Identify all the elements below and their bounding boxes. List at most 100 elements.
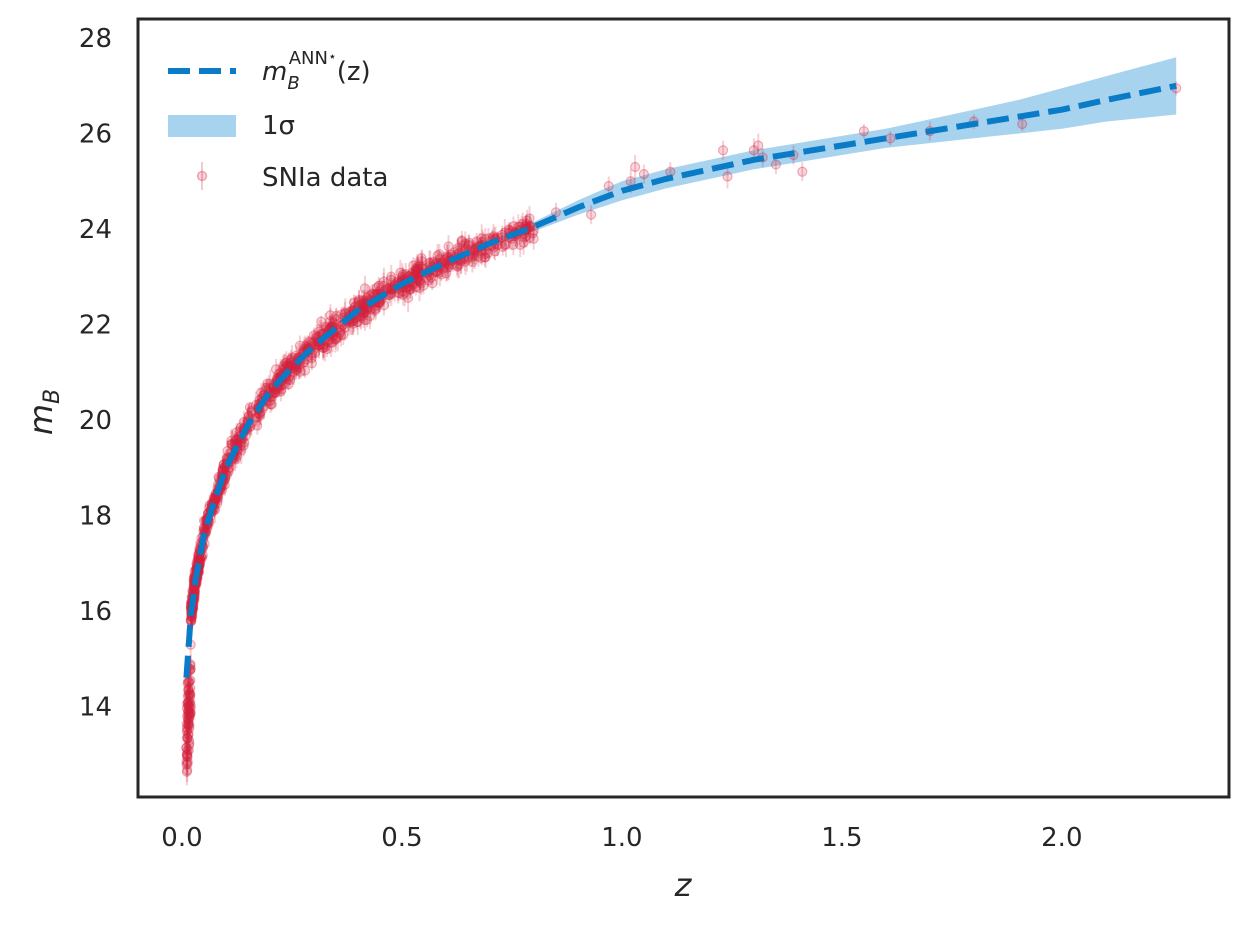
snia-data-point [403,283,414,312]
snia-data-point [360,293,371,320]
snia-data-point [185,699,196,712]
snia-data-point [411,264,422,277]
snia-data-point [410,278,421,296]
snia-data-point [309,327,320,355]
snia-data-point [412,256,424,282]
snia-data-point [299,363,311,378]
snia-data-point [270,385,281,402]
snia-data-point [500,231,512,258]
snia-data-point [250,391,262,419]
snia-data-point [353,290,365,311]
snia-data-point [184,684,195,711]
snia-data-point [373,276,384,295]
snia-data-point [423,274,434,287]
snia-data-point [270,384,281,401]
snia-data-point [497,237,508,256]
snia-data-point [528,223,539,238]
snia-data-point [184,699,196,727]
snia-data-point [185,671,196,690]
snia-data-point [427,276,438,291]
snia-data-point [309,332,320,357]
snia-data-point [414,268,426,292]
snia-data-point [527,226,538,241]
snia-data-point [398,284,409,306]
snia-data-point [456,230,467,250]
snia-data-point [285,353,296,366]
snia-data-point [1017,116,1028,132]
snia-data-point [331,307,342,324]
snia-data-point [359,302,370,323]
snia-data-point [281,351,292,375]
snia-data-point [325,304,336,327]
snia-data-point [518,230,529,255]
snia-data-point [413,265,424,289]
x-tick-label: 0.0 [161,823,202,853]
snia-data-point [183,682,194,708]
snia-data-point [182,725,194,745]
snia-data-point [182,731,193,746]
snia-data-point [440,255,451,270]
snia-data-point [456,234,468,249]
x-tick-label: 2.0 [1041,823,1082,853]
snia-data-point [528,227,539,250]
snia-data-point [361,312,373,328]
snia-data-point [770,155,781,175]
sigma-band-layer [489,57,1177,246]
snia-data-point [183,715,194,733]
x-tick-label: 0.5 [381,823,422,853]
snia-data-point [183,680,194,700]
snia-data-point [469,242,480,270]
snia-data-point [338,324,349,346]
snia-data-point [441,264,452,282]
snia-data-point [182,691,193,716]
x-axis-label: z [674,866,693,904]
snia-data-point [182,746,193,768]
snia-data-point [256,383,267,403]
legend-band-swatch [168,115,236,137]
snia-data-point [262,377,273,390]
snia-data-point [362,295,373,324]
snia-data-point [524,213,535,238]
snia-data-point [291,363,302,378]
snia-data-point [183,697,194,715]
snia-data-point [182,748,193,776]
snia-data-point [437,252,448,275]
snia-data-point [521,209,533,232]
snia-data-point [275,381,287,402]
y-tick-label: 26 [79,120,112,150]
snia-data-point [405,283,416,296]
snia-data-point [332,324,343,352]
snia-data-point [184,682,195,707]
snia-data-point [185,686,196,703]
snia-data-point [412,254,423,280]
snia-data-point [331,309,342,330]
snia-data-point [184,681,195,704]
snia-data-point [499,238,510,252]
snia-data-point [226,428,237,453]
snia-data-point [181,752,192,777]
snia-data-point [181,751,192,772]
snia-data-point [411,256,423,283]
snia-data-point [638,164,650,184]
snia-data-point [603,176,614,196]
snia-data-point [473,246,484,267]
snia-data-point [524,205,535,231]
snia-data-point [489,241,501,261]
snia-data-point [182,712,194,726]
snia-data-point [182,693,193,714]
snia-data-point [479,248,490,267]
snia-data-point [283,378,294,391]
snia-data-point [436,267,447,282]
snia-data-point [408,257,419,274]
y-tick-label: 18 [79,501,112,531]
snia-data-point [183,698,194,716]
legend-band-label: 1σ [262,111,295,141]
legend-data-label: SNIa data [262,163,388,193]
snia-data-point [285,349,297,375]
y-tick-label: 28 [79,24,112,54]
snia-data-point [183,711,194,738]
snia-data-point [183,704,194,728]
snia-data-point [327,331,338,353]
x-tick-label: 1.5 [821,823,862,853]
